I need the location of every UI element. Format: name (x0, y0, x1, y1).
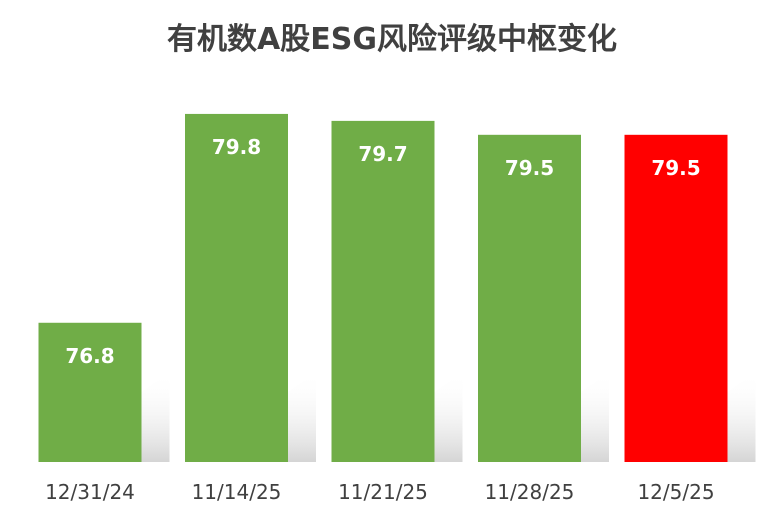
bar-shadows (141, 372, 756, 462)
x-tick-label: 12/31/24 (45, 480, 135, 504)
bar-shadow (581, 372, 609, 462)
bar-11-21-25 (331, 120, 435, 462)
data-label: 76.8 (65, 344, 114, 368)
bar-12-5-25 (624, 134, 728, 463)
data-label: 79.5 (505, 156, 554, 180)
chart-title: 有机数A股ESG风险评级中枢变化 (167, 22, 617, 57)
x-tick-label: 11/21/25 (338, 480, 428, 504)
data-label: 79.8 (212, 135, 261, 159)
x-tick-label: 12/5/25 (637, 480, 714, 504)
bar-shadow (288, 372, 316, 462)
bar-shadow (727, 372, 756, 462)
bar-shadow (141, 372, 170, 462)
data-label: 79.5 (651, 156, 700, 180)
bar-shadow (434, 372, 463, 462)
bar-12-31-24 (38, 322, 142, 462)
x-tick-label: 11/28/25 (485, 480, 575, 504)
x-tick-labels-group: 12/31/24 11/14/25 11/21/25 11/28/25 12/5/25 (45, 480, 714, 504)
x-tick-label: 11/14/25 (192, 480, 282, 504)
bar-11-14-25 (185, 113, 288, 462)
data-label: 79.7 (358, 142, 407, 166)
data-labels-group: 76.8 79.8 79.7 79.5 79.5 (65, 135, 700, 368)
bar-11-28-25 (478, 134, 581, 463)
bars-group (38, 113, 728, 463)
